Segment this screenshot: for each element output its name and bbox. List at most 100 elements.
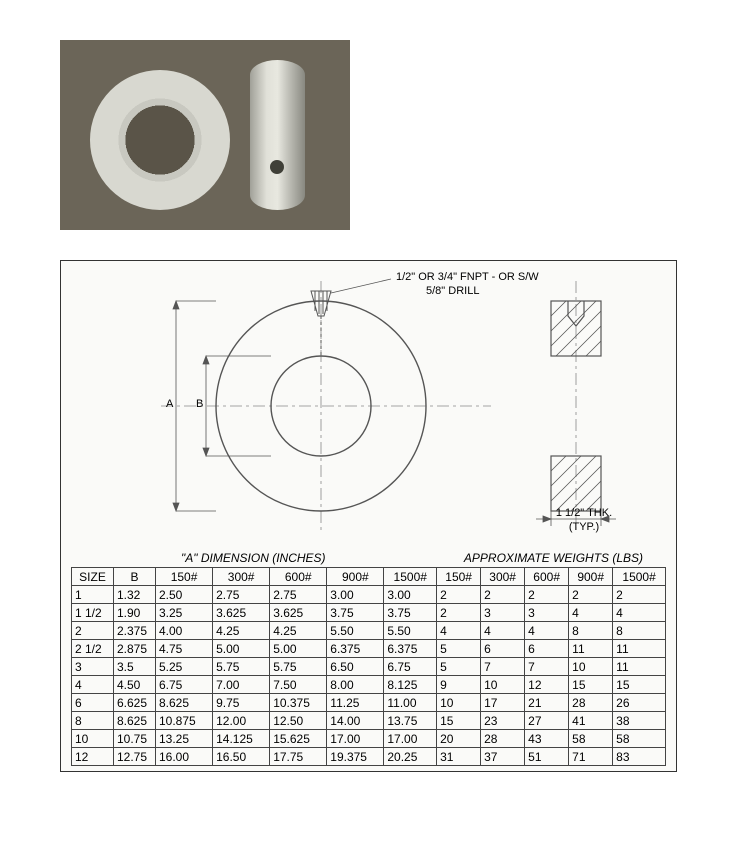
table-cell: 5.75: [270, 658, 327, 676]
table-cell: 12: [525, 676, 569, 694]
table-row: 66.6258.6259.7510.37511.2511.00101721282…: [72, 694, 666, 712]
table-row: 11.322.502.752.753.003.0022222: [72, 586, 666, 604]
table-cell: 7.00: [213, 676, 270, 694]
table-cell: 10.75: [114, 730, 156, 748]
heading-a-dimension: "A" DIMENSION (INCHES): [181, 551, 441, 565]
col-header: 150#: [437, 568, 481, 586]
table-cell: 12.75: [114, 748, 156, 766]
table-cell: 4.50: [114, 676, 156, 694]
table-cell: 3.25: [156, 604, 213, 622]
table-cell: 8: [613, 622, 666, 640]
table-cell: 11.25: [327, 694, 384, 712]
table-cell: 5.50: [384, 622, 437, 640]
table-cell: 6.375: [384, 640, 437, 658]
table-cell: 4.25: [270, 622, 327, 640]
table-cell: 17.00: [327, 730, 384, 748]
table-cell: 6: [481, 640, 525, 658]
table-cell: 7: [525, 658, 569, 676]
table-cell: 6: [72, 694, 114, 712]
table-cell: 5.50: [327, 622, 384, 640]
table-cell: 2.75: [213, 586, 270, 604]
table-cell: 1 1/2: [72, 604, 114, 622]
table-cell: 9.75: [213, 694, 270, 712]
table-cell: 27: [525, 712, 569, 730]
table-cell: 4: [481, 622, 525, 640]
table-cell: 5.25: [156, 658, 213, 676]
table-cell: 3.00: [384, 586, 437, 604]
table-cell: 16.00: [156, 748, 213, 766]
table-cell: 5: [437, 658, 481, 676]
table-cell: 12.00: [213, 712, 270, 730]
table-cell: 51: [525, 748, 569, 766]
table-cell: 4: [569, 604, 613, 622]
table-header-row: SIZEB150#300#600#900#1500#150#300#600#90…: [72, 568, 666, 586]
col-header: 600#: [270, 568, 327, 586]
table-cell: 43: [525, 730, 569, 748]
table-cell: 10: [569, 658, 613, 676]
table-cell: 6.75: [384, 658, 437, 676]
table-cell: 15: [569, 676, 613, 694]
table-cell: 4: [72, 676, 114, 694]
table-cell: 28: [481, 730, 525, 748]
thk-label-2: (TYP.): [549, 521, 619, 533]
table-cell: 13.75: [384, 712, 437, 730]
ring-side-view: [250, 60, 305, 210]
table-cell: 8.00: [327, 676, 384, 694]
table-row: 1010.7513.2514.12515.62517.0017.00202843…: [72, 730, 666, 748]
table-row: 1 1/21.903.253.6253.6253.753.7523344: [72, 604, 666, 622]
callout-drill: 5/8" DRILL: [426, 285, 479, 297]
table-cell: 4: [437, 622, 481, 640]
table-cell: 41: [569, 712, 613, 730]
table-cell: 2: [72, 622, 114, 640]
table-cell: 6.75: [156, 676, 213, 694]
table-cell: 28: [569, 694, 613, 712]
table-cell: 2: [569, 586, 613, 604]
table-cell: 3.75: [327, 604, 384, 622]
table-cell: 2.75: [270, 586, 327, 604]
table-cell: 8.625: [114, 712, 156, 730]
table-cell: 8: [72, 712, 114, 730]
table-cell: 6.375: [327, 640, 384, 658]
dimension-table-section: "A" DIMENSION (INCHES) APPROXIMATE WEIGH…: [71, 549, 666, 766]
table-cell: 2: [437, 586, 481, 604]
table-cell: 4: [613, 604, 666, 622]
col-header: 900#: [327, 568, 384, 586]
dim-label-b: B: [196, 398, 203, 410]
table-row: 22.3754.004.254.255.505.5044488: [72, 622, 666, 640]
table-cell: 11: [569, 640, 613, 658]
table-cell: 3: [525, 604, 569, 622]
table-cell: 10: [72, 730, 114, 748]
table-cell: 26: [613, 694, 666, 712]
dim-label-a: A: [166, 398, 173, 410]
ring-face-view: [90, 70, 230, 210]
table-cell: 1.32: [114, 586, 156, 604]
table-cell: 6.625: [114, 694, 156, 712]
spec-sheet: 1/2" OR 3/4" FNPT - OR S/W 5/8" DRILL A …: [60, 260, 677, 772]
table-cell: 3.5: [114, 658, 156, 676]
page: 1/2" OR 3/4" FNPT - OR S/W 5/8" DRILL A …: [0, 0, 737, 782]
table-cell: 1: [72, 586, 114, 604]
table-cell: 31: [437, 748, 481, 766]
table-cell: 16.50: [213, 748, 270, 766]
table-cell: 2 1/2: [72, 640, 114, 658]
table-cell: 17.00: [384, 730, 437, 748]
table-cell: 5.00: [270, 640, 327, 658]
col-header: 300#: [481, 568, 525, 586]
table-cell: 10.375: [270, 694, 327, 712]
table-cell: 2: [437, 604, 481, 622]
col-header: 1500#: [613, 568, 666, 586]
table-row: 33.55.255.755.756.506.755771011: [72, 658, 666, 676]
table-cell: 11: [613, 658, 666, 676]
table-cell: 58: [613, 730, 666, 748]
table-cell: 12: [72, 748, 114, 766]
thk-label-1: 1 1/2" THK.: [549, 507, 619, 519]
table-row: 2 1/22.8754.755.005.006.3756.3755661111: [72, 640, 666, 658]
col-header: 600#: [525, 568, 569, 586]
col-header: 900#: [569, 568, 613, 586]
table-cell: 5: [437, 640, 481, 658]
table-cell: 14.00: [327, 712, 384, 730]
callout-fnpt: 1/2" OR 3/4" FNPT - OR S/W: [396, 271, 539, 283]
table-cell: 4.00: [156, 622, 213, 640]
technical-drawing: 1/2" OR 3/4" FNPT - OR S/W 5/8" DRILL A …: [71, 271, 666, 541]
table-row: 1212.7516.0016.5017.7519.37520.253137517…: [72, 748, 666, 766]
